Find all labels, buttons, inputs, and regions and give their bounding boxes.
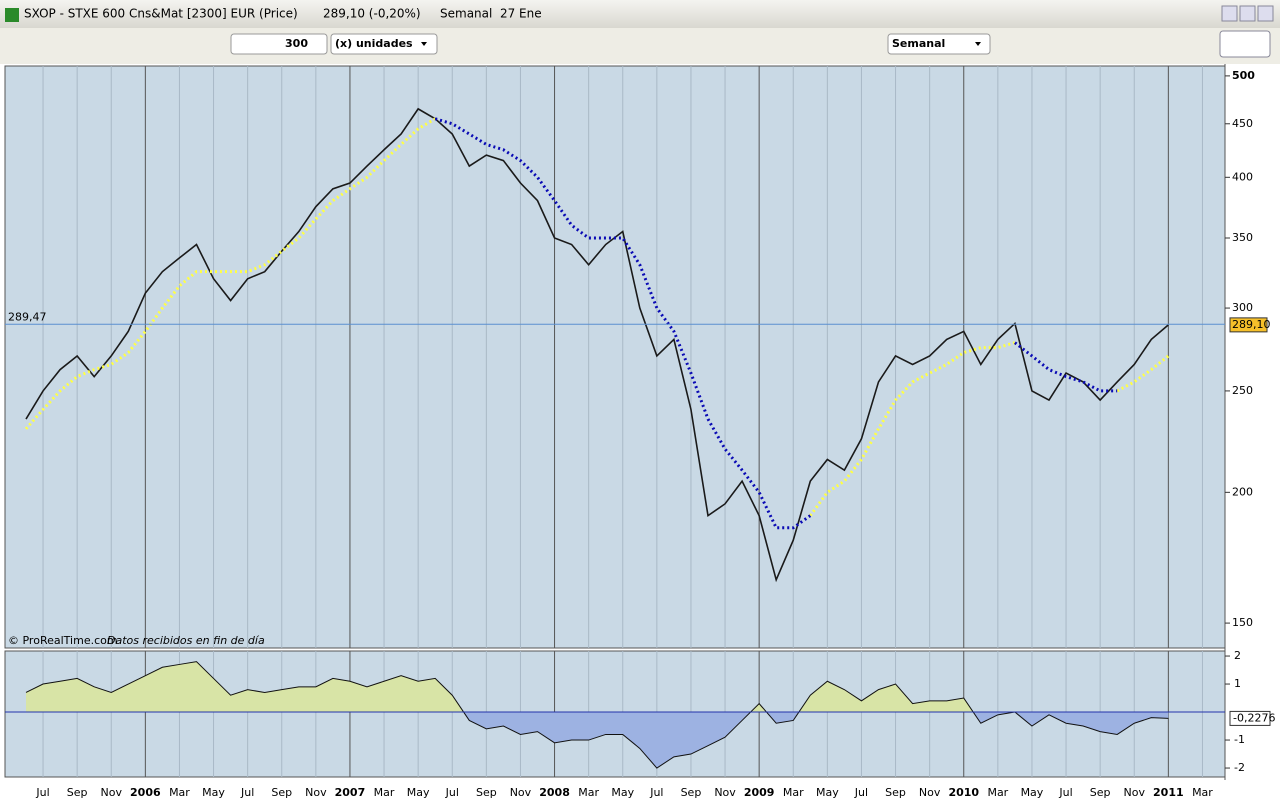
y-tick-label: 500 [1232, 69, 1255, 82]
x-tick-label: Jul [240, 786, 254, 799]
x-tick-label: 2007 [335, 786, 366, 799]
positive-area [26, 661, 974, 712]
price-panel [4, 65, 1226, 649]
units-input[interactable] [230, 33, 328, 55]
y-tick-label: -2 [1234, 761, 1245, 774]
negative-area [26, 712, 1169, 769]
y-tick-label: 450 [1232, 117, 1253, 130]
price-line [25, 107, 1169, 583]
x-tick-label: Jul [854, 786, 868, 799]
units-label: (x) unidades [335, 37, 413, 50]
y-tick-label: -1 [1234, 733, 1245, 746]
y-tick-label: 400 [1232, 170, 1253, 183]
x-tick-label: 2011 [1153, 786, 1184, 799]
y-tick-label: 2 [1234, 649, 1241, 662]
x-tick-label: Sep [885, 786, 906, 799]
oscillator-line [25, 661, 1169, 769]
x-tick-label: Jul [35, 786, 49, 799]
x-tick-label: May [816, 786, 839, 799]
x-tick-label: Nov [919, 786, 941, 799]
source: © ProRealTime.com [8, 634, 118, 647]
x-tick-label: Nov [1124, 786, 1146, 799]
last-price-box [1229, 317, 1268, 333]
x-tick-label: Mar [783, 786, 804, 799]
minimize-button[interactable] [1221, 5, 1238, 22]
x-tick-label: Nov [510, 786, 532, 799]
plot [24, 107, 1170, 769]
x-tick-label: Nov [305, 786, 327, 799]
x-tick-label: Sep [1090, 786, 1111, 799]
toolbar [0, 28, 1280, 64]
y-tick-label: 1 [1234, 677, 1241, 690]
x-tick-label: Mar [374, 786, 395, 799]
units-value: 300 [285, 37, 308, 50]
x-tick-label: 2006 [130, 786, 161, 799]
last-price-label: 289,10 [1232, 318, 1271, 331]
title-bar [0, 0, 1280, 28]
window-period: Semanal 27 Ene [440, 7, 542, 21]
units-select[interactable] [330, 33, 438, 55]
x-tick-label: Mar [578, 786, 599, 799]
value-box [1229, 710, 1271, 726]
x-tick-label: 2008 [539, 786, 570, 799]
x-tick-label: May [611, 786, 634, 799]
x-tick-label: Jul [1058, 786, 1072, 799]
moving-average [24, 117, 1170, 517]
x-tick-label: 2009 [744, 786, 775, 799]
x-tick-label: 2010 [948, 786, 979, 799]
x-tick-label: Jul [445, 786, 459, 799]
y-tick-label: 350 [1232, 231, 1253, 244]
x-tick-label: Nov [714, 786, 736, 799]
crosshair-label: 289,47 [8, 310, 47, 323]
x-tick-label: Sep [681, 786, 702, 799]
x-tick-label: Mar [169, 786, 190, 799]
dropdown-arrow [975, 42, 981, 46]
y-tick-label: 200 [1232, 485, 1253, 498]
app-icon [5, 8, 19, 22]
x-tick-label: Mar [987, 786, 1008, 799]
maximize-button[interactable] [1239, 5, 1256, 22]
x-tick-label: Sep [476, 786, 497, 799]
x-tick-label: May [1021, 786, 1044, 799]
interval-label: Semanal [892, 37, 945, 50]
y-tick-label: 300 [1232, 301, 1253, 314]
x-tick-label: Sep [271, 786, 292, 799]
x-tick-label: May [407, 786, 430, 799]
window-title: SXOP - STXE 600 Cns&Mat [2300] EUR (Pric… [24, 7, 298, 21]
y-tick-label: 150 [1232, 616, 1253, 629]
indicators-button[interactable] [1219, 30, 1271, 58]
x-tick-label: Sep [67, 786, 88, 799]
close-button[interactable] [1257, 5, 1274, 22]
interval-select[interactable] [887, 33, 991, 55]
window-quote: 289,10 (-0,20%) [323, 7, 421, 21]
x-tick-label: May [202, 786, 225, 799]
dropdown-arrow [421, 42, 427, 46]
source-note: Datos recibidos en fin de día [107, 634, 265, 647]
moving-average [434, 117, 1118, 530]
x-tick-label: Nov [101, 786, 123, 799]
x-tick-label: Jul [649, 786, 663, 799]
x-tick-label: Mar [1192, 786, 1213, 799]
y-tick-label: 250 [1232, 384, 1253, 397]
value-label: -0,2276 [1233, 711, 1275, 724]
